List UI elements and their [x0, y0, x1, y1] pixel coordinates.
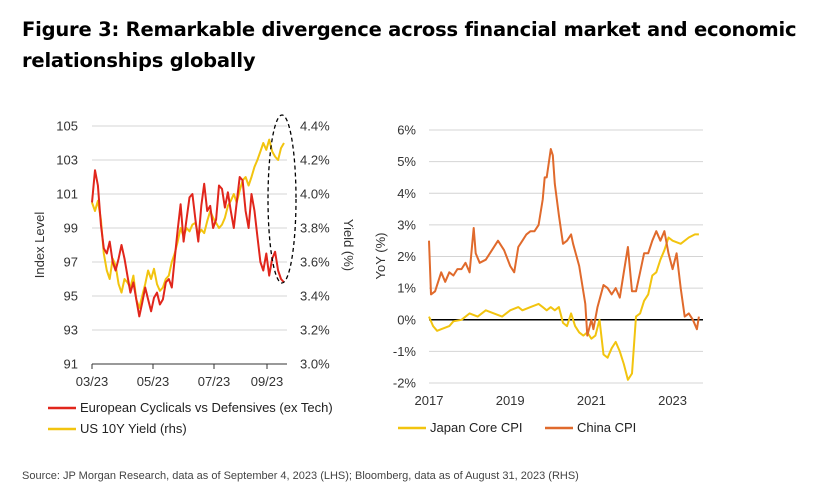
right-x-tick-label: 2021 [577, 393, 606, 408]
right-series-lines [428, 148, 700, 381]
right-y-tick-label: -2% [393, 376, 417, 391]
left-y2-tick-label: 3.2% [300, 323, 330, 338]
right-chart: -2% -1% 0% 1% 2% 3% 4% 5% 6% 2017 2019 2021 2023 Yo… [373, 123, 703, 435]
right-x-tick-label: 2019 [496, 393, 525, 408]
right-y-tick-label: 0% [397, 312, 416, 327]
left-y2-axis-label: Yield (%) [341, 219, 356, 271]
left-y-tick-label: 101 [56, 187, 78, 202]
left-x-tick-label: 05/23 [137, 374, 170, 389]
right-y-tick-label: 5% [397, 154, 416, 169]
left-x-tick-label: 07/23 [198, 374, 231, 389]
left-series-lines [91, 138, 285, 318]
right-x-tick-label: 2023 [658, 393, 687, 408]
left-y2-tick-label: 4.2% [300, 153, 330, 168]
left-x-tick-labels: 03/23 05/23 07/23 09/23 [76, 364, 284, 389]
right-y-tick-label: 2% [397, 249, 416, 264]
right-y-tick-label: -1% [393, 344, 417, 359]
left-y2-tick-label: 3.6% [300, 255, 330, 270]
left-y2-tick-labels: 3.0% 3.2% 3.4% 3.6% 3.8% 4.0% 4.2% 4.4% [300, 119, 330, 372]
left-y-tick-label: 99 [64, 221, 78, 236]
right-x-tick-label: 2017 [415, 393, 444, 408]
china-cpi-line [428, 148, 700, 337]
left-y2-tick-label: 4.4% [300, 119, 330, 134]
left-y-tick-label: 105 [56, 119, 78, 134]
left-y-tick-label: 91 [64, 357, 78, 372]
european-cyclicals-line [91, 169, 285, 318]
figure-title: Figure 3: Remarkable divergence across f… [22, 18, 797, 72]
left-y-tick-label: 103 [56, 153, 78, 168]
right-gridlines [429, 129, 703, 384]
left-y-tick-label: 93 [64, 323, 78, 338]
left-x-tick-label: 03/23 [76, 374, 109, 389]
source-note: Source: JP Morgan Research, data as of S… [22, 470, 579, 482]
legend-label-us10y: US 10Y Yield (rhs) [80, 421, 187, 436]
right-y-axis-label: YoY (%) [373, 233, 388, 280]
left-y2-tick-label: 3.4% [300, 289, 330, 304]
right-y-tick-label: 1% [397, 281, 416, 296]
legend-label-european-cyclicals: European Cyclicals vs Defensives (ex Tec… [80, 400, 333, 415]
right-y-tick-label: 4% [397, 186, 416, 201]
right-y-tick-label: 6% [397, 123, 416, 138]
left-y2-tick-label: 3.8% [300, 221, 330, 236]
legend-label-japan-core-cpi: Japan Core CPI [430, 420, 523, 435]
left-y-tick-label: 95 [64, 289, 78, 304]
japan-core-cpi-line [428, 233, 699, 381]
right-x-tick-labels: 2017 2019 2021 2023 [415, 393, 687, 408]
divergence-ellipse [267, 114, 297, 284]
left-x-tick-label: 09/23 [251, 374, 284, 389]
left-y2-tick-label: 3.0% [300, 357, 330, 372]
left-y-tick-labels: 91 93 95 97 99 101 103 105 [56, 119, 78, 372]
us10y-yield-line [91, 138, 285, 309]
right-y-tick-labels: -2% -1% 0% 1% 2% 3% 4% 5% 6% [393, 123, 417, 391]
right-y-tick-label: 3% [397, 217, 416, 232]
legend-label-china-cpi: China CPI [577, 420, 636, 435]
left-y-axis-label: Index Level [32, 212, 47, 279]
left-y2-tick-label: 4.0% [300, 187, 330, 202]
left-y-tick-label: 97 [64, 255, 78, 270]
left-chart: 91 93 95 97 99 101 103 105 3.0% 3.2% 3.4% 3.6% 3.8%… [32, 114, 356, 436]
left-gridlines [92, 125, 287, 365]
